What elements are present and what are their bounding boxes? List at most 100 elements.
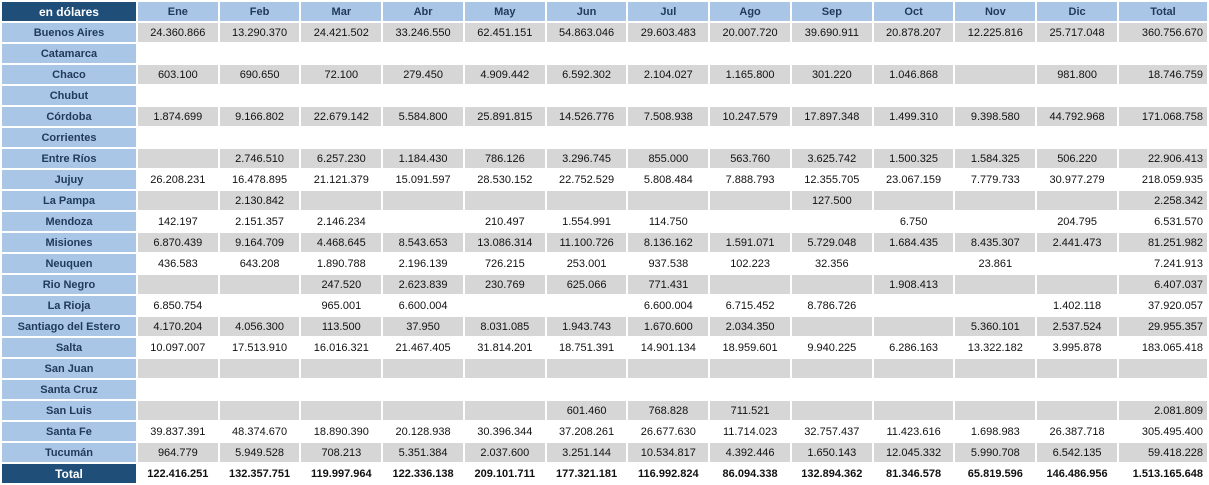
value-cell (710, 275, 790, 294)
value-cell: 726.215 (464, 254, 545, 273)
value-cell: 31.814.201 (464, 338, 545, 357)
value-cell: 29.603.483 (628, 23, 709, 42)
value-cell (383, 401, 463, 420)
province-label: Chaco (2, 65, 136, 84)
value-cell: 11.423.616 (873, 422, 954, 441)
value-cell: 7.779.733 (955, 170, 1036, 189)
province-label: Chubut (2, 86, 136, 105)
value-cell (628, 44, 709, 63)
value-cell: 1.890.788 (301, 254, 382, 273)
value-cell: 6.592.302 (546, 65, 627, 84)
value-cell: 964.779 (137, 443, 218, 462)
province-label: Córdoba (2, 107, 136, 126)
value-cell (1037, 275, 1117, 294)
column-header: Dic (1037, 2, 1117, 21)
row-total-cell: 22.906.413 (1118, 149, 1207, 168)
value-cell: 230.769 (464, 275, 545, 294)
table-row: Neuquen 436.583 643.208 1.890.788 2.196.139 7… (2, 254, 1207, 273)
value-cell (301, 359, 382, 378)
province-label: Rio Negro (2, 275, 136, 294)
value-cell (873, 44, 954, 63)
value-cell: 708.213 (301, 443, 382, 462)
value-cell: 44.792.968 (1037, 107, 1117, 126)
value-cell (955, 128, 1036, 147)
value-cell: 247.520 (301, 275, 382, 294)
value-cell (219, 275, 300, 294)
value-cell: 102.223 (710, 254, 790, 273)
value-cell (301, 128, 382, 147)
province-label: Santiago del Estero (2, 317, 136, 336)
value-cell: 3.995.878 (1037, 338, 1117, 357)
value-cell: 48.374.670 (219, 422, 300, 441)
column-header: Jun (546, 2, 627, 21)
value-cell: 18.890.390 (301, 422, 382, 441)
column-total-cell: 209.101.711 (464, 464, 545, 483)
province-label: San Juan (2, 359, 136, 378)
value-cell: 1.670.600 (628, 317, 709, 336)
row-total-cell: 183.065.418 (1118, 338, 1207, 357)
value-cell: 127.500 (791, 191, 872, 210)
row-total-cell: 29.955.357 (1118, 317, 1207, 336)
value-cell (873, 317, 954, 336)
value-cell (791, 317, 872, 336)
value-cell (791, 275, 872, 294)
value-cell: 210.497 (464, 212, 545, 231)
row-total-cell (1118, 44, 1207, 63)
column-total-cell: 119.997.964 (301, 464, 382, 483)
value-cell (219, 44, 300, 63)
value-cell: 11.714.023 (710, 422, 790, 441)
value-cell: 9.940.225 (791, 338, 872, 357)
value-cell: 13.322.182 (955, 338, 1036, 357)
row-total-cell (1118, 86, 1207, 105)
value-cell: 965.001 (301, 296, 382, 315)
value-cell (301, 401, 382, 420)
value-cell: 16.016.321 (301, 338, 382, 357)
value-cell (710, 212, 790, 231)
value-cell (464, 296, 545, 315)
row-total-cell: 2.258.342 (1118, 191, 1207, 210)
value-cell (710, 128, 790, 147)
value-cell (464, 401, 545, 420)
column-header: Abr (383, 2, 463, 21)
value-cell (137, 359, 218, 378)
province-label: Santa Cruz (2, 380, 136, 399)
value-cell: 6.715.452 (710, 296, 790, 315)
province-label: La Rioja (2, 296, 136, 315)
value-cell: 2.104.027 (628, 65, 709, 84)
value-cell (710, 359, 790, 378)
value-cell (873, 254, 954, 273)
province-label: Salta (2, 338, 136, 357)
column-header: Ene (137, 2, 218, 21)
value-cell (1037, 401, 1117, 420)
value-cell: 39.837.391 (137, 422, 218, 441)
value-cell (219, 128, 300, 147)
value-cell: 5.360.101 (955, 317, 1036, 336)
value-cell: 9.398.580 (955, 107, 1036, 126)
value-cell: 17.513.910 (219, 338, 300, 357)
value-cell: 18.959.601 (710, 338, 790, 357)
column-header: Oct (873, 2, 954, 21)
value-cell (546, 191, 627, 210)
value-cell: 24.360.866 (137, 23, 218, 42)
value-cell (628, 359, 709, 378)
value-cell: 625.066 (546, 275, 627, 294)
value-cell: 1.184.430 (383, 149, 463, 168)
province-label: Tucumán (2, 443, 136, 462)
row-total-cell: 2.081.809 (1118, 401, 1207, 420)
value-cell: 301.220 (791, 65, 872, 84)
value-cell: 2.537.524 (1037, 317, 1117, 336)
value-cell: 12.045.332 (873, 443, 954, 462)
value-cell (301, 191, 382, 210)
value-cell: 2.151.357 (219, 212, 300, 231)
value-cell (219, 380, 300, 399)
value-cell (791, 359, 872, 378)
value-cell (301, 86, 382, 105)
column-total-cell: 122.416.251 (137, 464, 218, 483)
value-cell: 142.197 (137, 212, 218, 231)
value-cell: 21.467.405 (383, 338, 463, 357)
value-cell (137, 86, 218, 105)
row-total-cell: 360.756.670 (1118, 23, 1207, 42)
table-row: Salta 10.097.007 17.513.910 16.016.321 21.46… (2, 338, 1207, 357)
value-cell: 1.943.743 (546, 317, 627, 336)
value-cell (137, 191, 218, 210)
